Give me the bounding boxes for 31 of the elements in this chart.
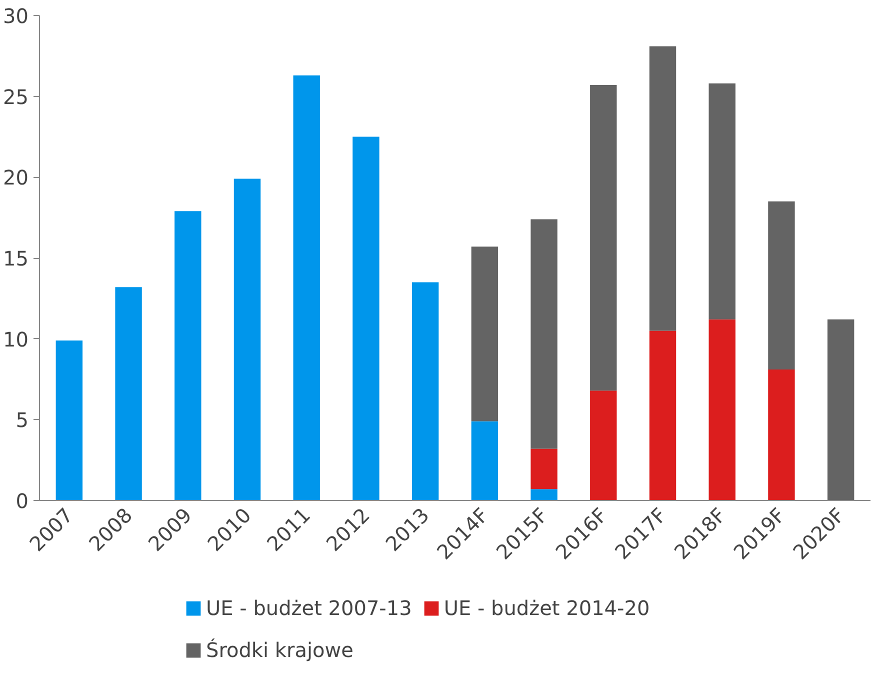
bar [590, 390, 617, 500]
bar [827, 319, 854, 500]
bar [412, 282, 439, 500]
bar [471, 421, 498, 500]
y-tick-label: 25 [3, 84, 29, 109]
bar [768, 201, 795, 370]
legend-label: UE - budżet 2007-13 [206, 596, 412, 620]
bar [649, 330, 676, 500]
bar [471, 246, 498, 422]
y-tick-label: 30 [3, 4, 29, 28]
bar [530, 448, 558, 490]
bar [174, 211, 202, 500]
bar [115, 287, 142, 500]
y-tick-label: 5 [16, 408, 29, 432]
bar [708, 319, 736, 500]
y-tick-label: 10 [3, 327, 29, 352]
bar [649, 46, 676, 331]
legend-label: Środki krajowe [206, 638, 354, 662]
bar [352, 136, 380, 500]
bar [293, 75, 320, 500]
bar [530, 219, 558, 449]
y-tick-label: 15 [3, 246, 29, 270]
y-tick-label: 0 [16, 489, 29, 513]
y-tick-label: 20 [3, 166, 29, 190]
bar [530, 489, 558, 500]
bar [234, 178, 261, 500]
bar [768, 370, 795, 500]
legend-label: UE - budżet 2014-20 [444, 596, 650, 620]
bar [590, 85, 617, 391]
bar [708, 83, 736, 320]
bar [56, 340, 83, 500]
